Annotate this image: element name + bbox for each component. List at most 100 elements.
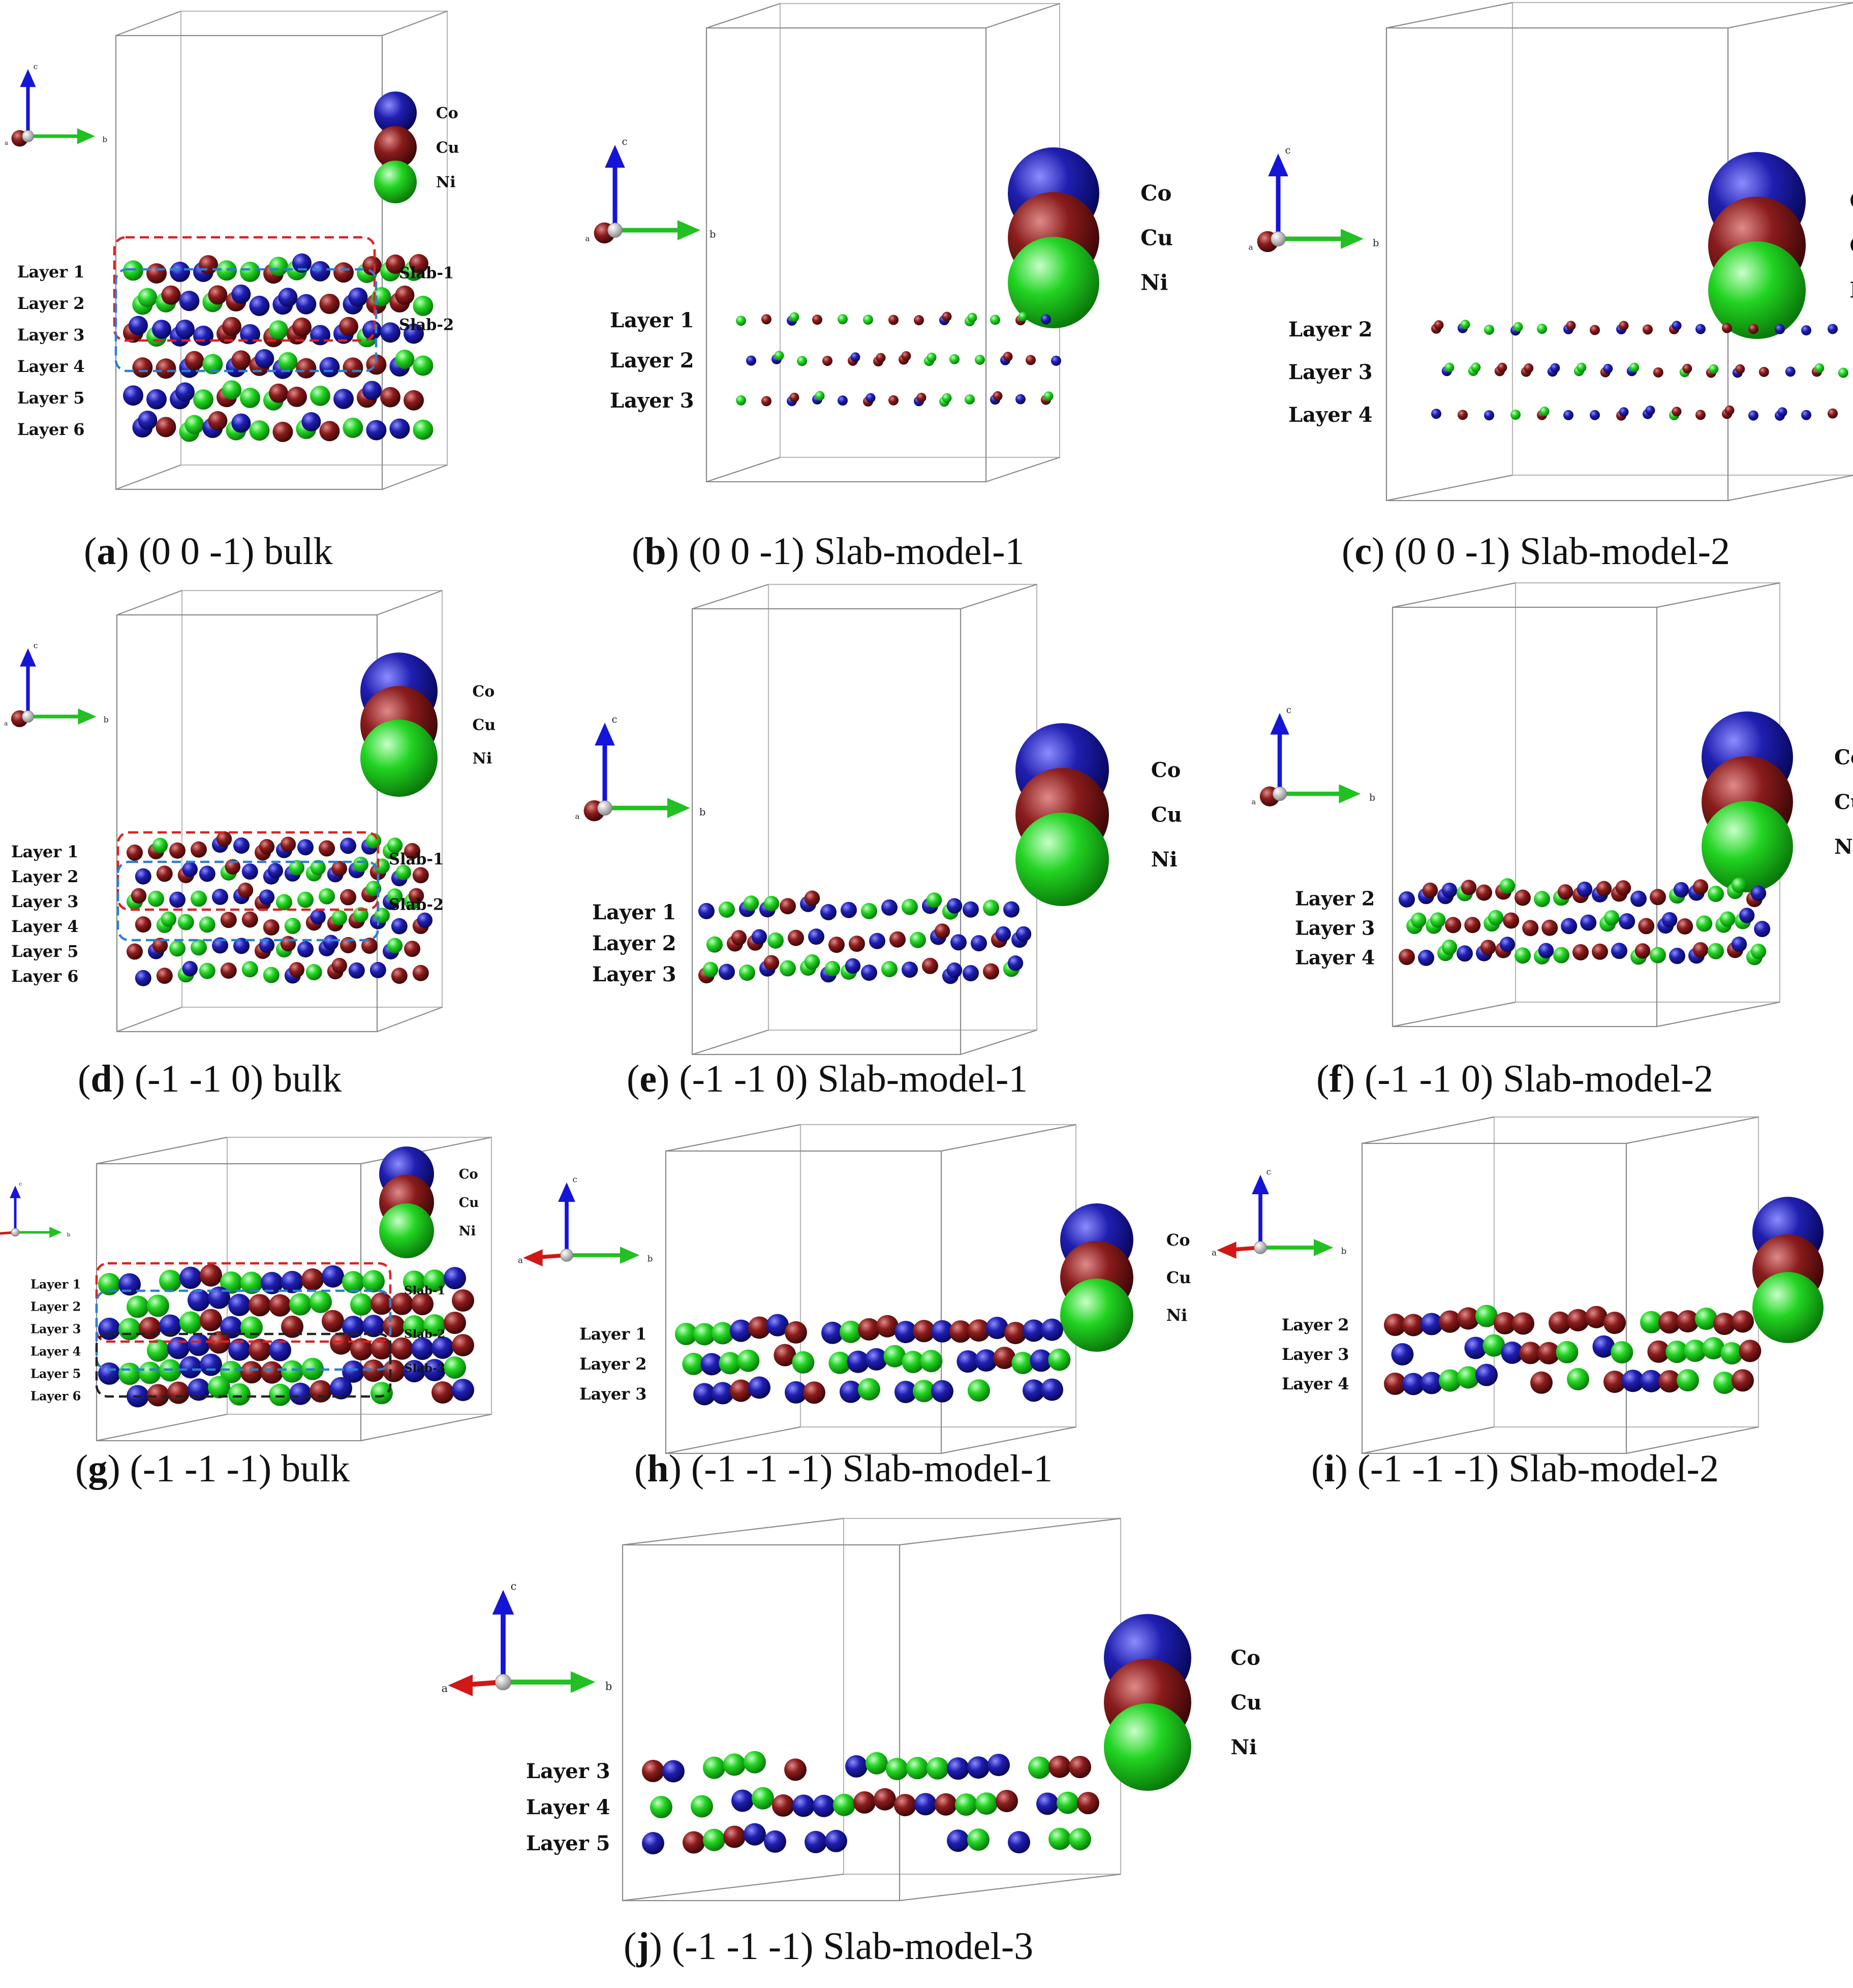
atom-cu xyxy=(216,831,232,847)
layer-label: Layer 1 xyxy=(610,308,694,332)
layer-label: Layer 4 xyxy=(11,917,78,936)
atom-ni xyxy=(310,385,330,406)
atom-co xyxy=(1030,1349,1053,1372)
atom-cu xyxy=(1638,918,1655,935)
legend-item-ni: Ni xyxy=(1752,1272,1824,1343)
a-axis-label: a xyxy=(442,1682,448,1694)
atom-cu xyxy=(1515,889,1531,906)
atom-co xyxy=(1041,1318,1063,1341)
atom-cu xyxy=(350,1338,373,1361)
atom-ni xyxy=(284,918,301,935)
atom-co xyxy=(866,393,876,403)
atom-co xyxy=(1051,355,1061,366)
atom-co xyxy=(391,918,408,935)
atom-ni xyxy=(833,1793,855,1816)
atom-cu xyxy=(1519,1342,1542,1364)
caption-open-paren: ( xyxy=(624,1925,636,1968)
atom-co xyxy=(808,928,824,945)
atom-co xyxy=(170,261,190,282)
atom-cu xyxy=(370,1292,393,1315)
atom-cu xyxy=(1476,884,1492,901)
caption-close-paren: ) xyxy=(116,530,129,573)
atom-ni xyxy=(370,1382,393,1405)
caption-text: (-1 -1 -1) Slab-model-1 xyxy=(682,1447,1053,1490)
atom-ni xyxy=(1665,1341,1688,1363)
slab-label: Slab-2 xyxy=(399,316,454,334)
atom-ni xyxy=(193,389,213,410)
co-atom-icon xyxy=(374,91,417,134)
atom-co xyxy=(847,1350,870,1373)
atom-cu xyxy=(362,1359,385,1382)
atom-ni xyxy=(387,888,403,904)
atom-ni xyxy=(240,387,260,408)
layer-labels: Layer 1 Layer 2 Layer 3 xyxy=(579,1324,646,1404)
atom-cu xyxy=(280,936,296,952)
atom-co xyxy=(193,325,213,346)
atom-ni xyxy=(1444,362,1455,372)
atom-ni xyxy=(1510,410,1521,420)
atom-cu xyxy=(362,256,382,275)
slab-outline xyxy=(116,831,380,911)
atom-ni xyxy=(967,1828,990,1851)
atom-cu xyxy=(331,860,347,877)
atom-cu xyxy=(968,1319,990,1342)
b-axis-label: b xyxy=(1373,237,1379,248)
atom-ni xyxy=(828,1351,851,1374)
atom-cu xyxy=(184,351,204,370)
atom-layer xyxy=(98,1353,466,1385)
panel-caption: (j) (-1 -1 -1) Slab-model-3 xyxy=(624,1925,1033,1968)
legend: Co Cu Ni xyxy=(1702,711,1853,892)
atom-cu xyxy=(263,919,280,936)
atom-co xyxy=(946,962,963,978)
layer-label: Layer 5 xyxy=(526,1831,610,1855)
atom-ni xyxy=(1534,891,1550,908)
atom-cu xyxy=(391,968,408,984)
legend-label: Co xyxy=(1140,181,1171,206)
atom-ni xyxy=(1720,1342,1743,1365)
atom-co xyxy=(1777,407,1787,417)
atom-co xyxy=(281,1270,303,1293)
atom-layer xyxy=(736,391,1054,407)
atom-cu xyxy=(310,1380,332,1403)
atom-ni xyxy=(319,888,335,905)
atom-cu xyxy=(408,888,424,904)
layer-label: Layer 4 xyxy=(1282,1374,1349,1393)
atom-ni xyxy=(423,1269,446,1292)
atom-co xyxy=(138,411,158,430)
atom-co xyxy=(1645,406,1655,416)
atom-cu xyxy=(1647,1340,1670,1363)
atom-ni xyxy=(343,417,363,438)
atom-co xyxy=(1036,1792,1059,1815)
atom-ni xyxy=(138,288,158,307)
atom-cu xyxy=(1732,1310,1754,1333)
legend-label: Co xyxy=(472,683,495,701)
atom-co xyxy=(292,253,312,273)
atom-cu xyxy=(169,842,186,859)
atom-co xyxy=(869,933,885,949)
atom-ni xyxy=(350,1293,373,1316)
atom-co xyxy=(805,1830,827,1853)
atom-co xyxy=(417,912,433,928)
atom-co xyxy=(1630,890,1647,907)
legend-label: Ni xyxy=(436,174,456,192)
atom-cu xyxy=(993,391,1003,401)
atom-cu xyxy=(1758,366,1769,377)
atom-ni xyxy=(179,1311,202,1334)
caption-open-paren: ( xyxy=(632,530,644,573)
slab-label: Slab-1 xyxy=(399,264,454,283)
atom-cu xyxy=(200,1309,222,1331)
atom-cu xyxy=(135,916,151,933)
atom-cu xyxy=(208,1331,230,1354)
atom-cu xyxy=(1026,355,1036,365)
atom-ni xyxy=(703,1828,725,1851)
atom-co xyxy=(118,1273,141,1296)
panel-letter: h xyxy=(647,1447,668,1490)
layer-label: Layer 3 xyxy=(11,892,78,911)
atom-ni xyxy=(1684,1340,1707,1362)
atom-co xyxy=(452,1379,474,1402)
atom-co xyxy=(330,1377,352,1400)
atom-ni xyxy=(1567,1368,1589,1390)
atom-cu xyxy=(1672,407,1682,417)
